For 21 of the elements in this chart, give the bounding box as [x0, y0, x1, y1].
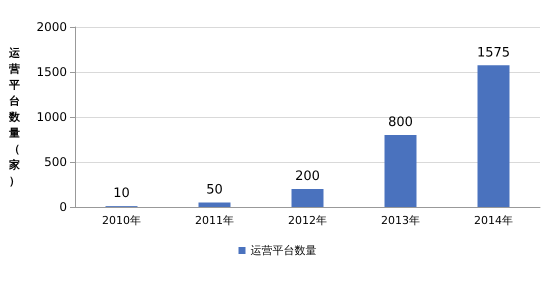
data-label: 200	[295, 169, 320, 184]
y-tick-label: 2000	[36, 20, 67, 34]
data-label: 1575	[476, 45, 510, 60]
y-tick-label: 0	[59, 200, 67, 214]
x-tick-label: 2011年	[195, 214, 234, 227]
bar	[384, 135, 416, 207]
data-label: 10	[113, 186, 130, 202]
legend-label: 运营平台数量	[250, 244, 316, 257]
y-tick-label: 1500	[36, 65, 67, 79]
x-tick-label: 2013年	[381, 214, 420, 227]
data-label: 50	[206, 182, 223, 198]
bar	[478, 65, 510, 207]
data-label: 800	[388, 115, 413, 130]
y-tick-label: 1000	[36, 110, 67, 124]
bar	[292, 189, 324, 207]
text: 运营平台数量（家）	[9, 46, 20, 188]
bar	[198, 202, 230, 207]
x-tick-label: 2014年	[474, 214, 513, 227]
x-tick-label: 2012年	[288, 214, 327, 227]
y-tick-label: 500	[44, 155, 67, 169]
x-tick-label: 2010年	[102, 214, 141, 227]
